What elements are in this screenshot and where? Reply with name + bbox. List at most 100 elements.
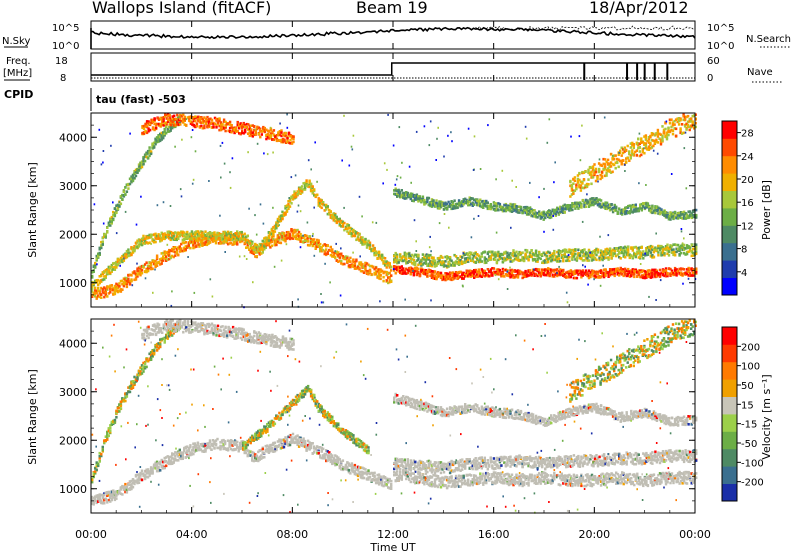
power-cell [163, 250, 166, 253]
power-cell [619, 210, 622, 213]
power-cell [471, 271, 474, 274]
power-cell [225, 232, 228, 235]
power-cell [530, 249, 533, 252]
power-cell [661, 273, 665, 277]
power-cell [695, 252, 698, 256]
power-cell [278, 215, 281, 219]
power-cell [608, 250, 612, 254]
power-cell [575, 205, 579, 208]
nave-spikes [583, 63, 669, 80]
power-cell [666, 243, 669, 247]
power-cell [317, 204, 320, 207]
power-cell [631, 246, 634, 249]
power-cell [127, 248, 130, 251]
power-cell [169, 127, 172, 130]
power-cell [316, 245, 319, 249]
power-cell [470, 251, 473, 255]
power-cell [164, 113, 167, 116]
power-cell [305, 234, 308, 238]
power-cell [581, 271, 585, 274]
power-cell [631, 270, 634, 274]
power-cell [504, 250, 508, 254]
power-cell [590, 259, 594, 262]
power-cell [560, 269, 563, 273]
power-cell [213, 233, 216, 236]
power-cell [328, 213, 331, 216]
power-cell [273, 242, 277, 246]
power-cell [186, 234, 189, 238]
power-cell [109, 291, 112, 294]
power-cell [442, 275, 446, 279]
power-cell [100, 244, 103, 247]
power-cell [341, 256, 345, 260]
power-cell [195, 232, 198, 235]
power-cell [485, 257, 488, 261]
power-cell [162, 237, 165, 241]
power-cell [145, 151, 148, 155]
power-cell [290, 134, 294, 138]
power-cell [432, 270, 435, 273]
power-cell [167, 114, 170, 118]
power-cell [657, 253, 660, 257]
power-cell [165, 122, 168, 126]
power-cell [462, 271, 465, 275]
power-cell [486, 207, 489, 211]
power-cell [607, 251, 610, 255]
power-cell [512, 205, 515, 208]
power-cell [664, 274, 668, 278]
power-cell [468, 256, 471, 260]
power-cell [461, 204, 464, 207]
power-cell [488, 258, 491, 262]
power-cell [439, 263, 443, 267]
power-cell [264, 241, 267, 244]
power-cell [110, 222, 113, 225]
power-cell [183, 246, 186, 250]
power-cell [470, 259, 473, 262]
power-cell [201, 235, 204, 239]
power-cell [278, 133, 282, 137]
power-cell [542, 214, 545, 218]
power-cell [205, 233, 209, 236]
power-cell [560, 207, 563, 210]
power-cell [512, 203, 515, 206]
power-cell [267, 234, 271, 237]
power-cell [485, 199, 488, 203]
power-cell [121, 255, 124, 258]
power-cell [145, 268, 148, 272]
power-cell [229, 231, 233, 234]
power-cell [483, 271, 486, 275]
power-cell [479, 260, 482, 264]
power-cell [193, 231, 197, 234]
power-cell [556, 256, 559, 259]
power-cell [119, 256, 123, 260]
power-cell [365, 271, 369, 275]
power-cell [331, 215, 334, 219]
power-cell [399, 258, 402, 262]
power-cell [427, 196, 431, 200]
power-cell [483, 261, 486, 265]
power-cell [104, 276, 107, 279]
power-cell [406, 261, 409, 264]
power-cell [397, 261, 400, 264]
power-cell [94, 289, 97, 292]
power-cell [92, 265, 95, 269]
power-cell [163, 232, 166, 235]
power-cell [554, 255, 557, 258]
power-cell [541, 211, 544, 214]
power-cell [689, 246, 692, 249]
power-cell [589, 197, 592, 201]
power-cell [278, 232, 281, 235]
power-cell [595, 247, 598, 251]
power-cell [522, 209, 526, 212]
power-cell [402, 259, 405, 263]
power-cell [692, 251, 695, 255]
power-cell [518, 269, 521, 273]
power-cell [538, 256, 541, 260]
power-cell [187, 233, 190, 237]
power-cell [97, 294, 100, 298]
power-cell [643, 272, 647, 276]
power-cell [273, 240, 277, 243]
power-cell [507, 274, 511, 278]
power-cell [292, 140, 295, 144]
power-cell [283, 134, 286, 138]
